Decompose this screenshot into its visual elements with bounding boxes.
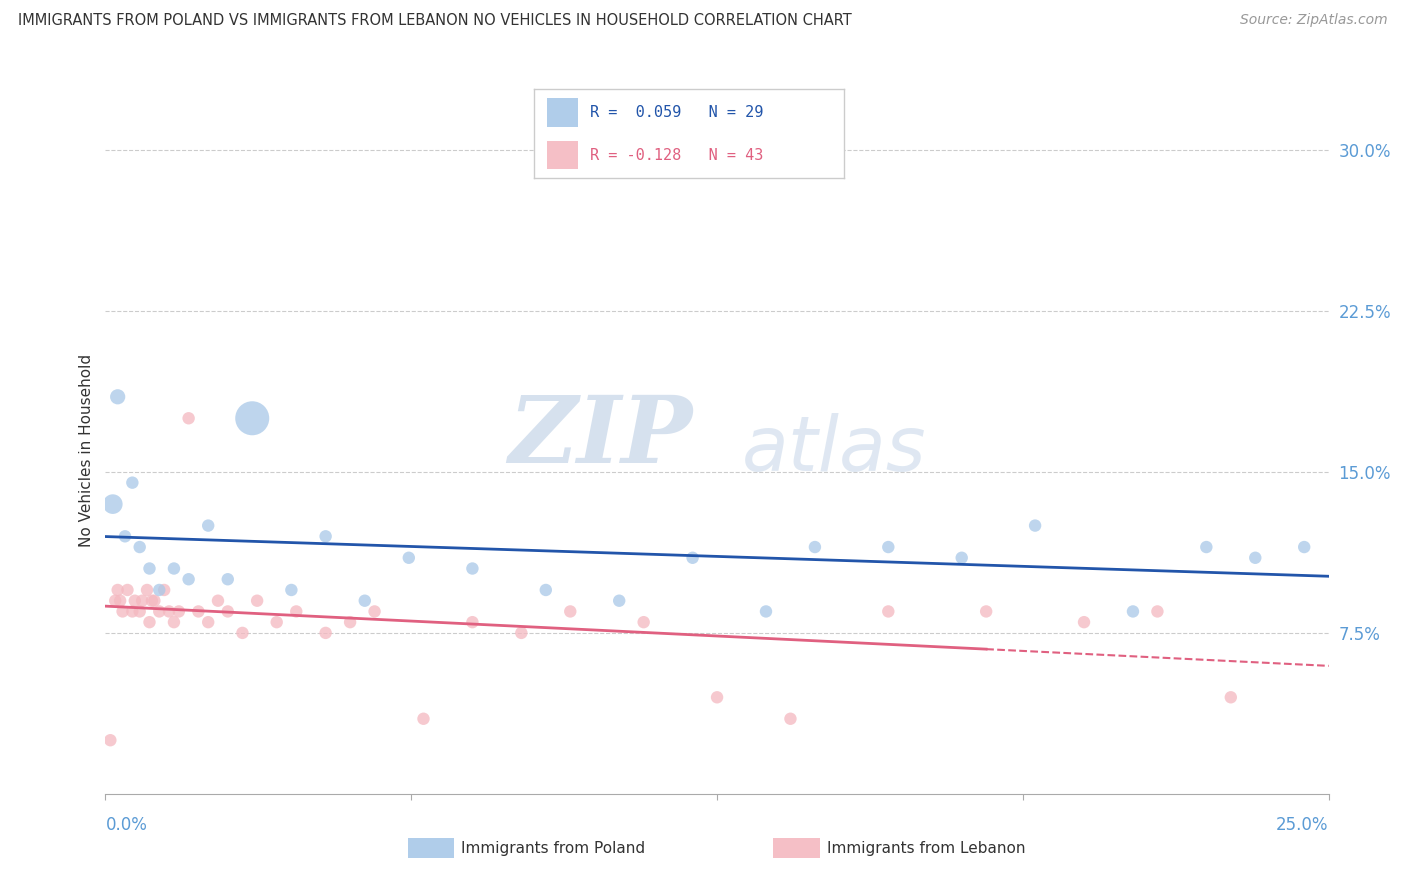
Point <box>187 604 209 618</box>
Point <box>682 550 704 565</box>
Point <box>779 712 801 726</box>
Point <box>461 561 484 575</box>
Point <box>633 615 655 630</box>
Point <box>98 733 121 747</box>
Point <box>114 529 136 543</box>
Point <box>167 604 190 618</box>
Point <box>138 561 160 575</box>
Point <box>148 582 170 597</box>
Point <box>363 604 385 618</box>
Point <box>117 582 139 597</box>
Point <box>877 540 900 554</box>
Point <box>131 593 153 607</box>
Text: Immigrants from Lebanon: Immigrants from Lebanon <box>827 841 1025 855</box>
Point <box>136 582 159 597</box>
Point <box>1122 604 1144 618</box>
Point <box>207 593 229 607</box>
Point <box>153 582 176 597</box>
Point <box>877 604 900 618</box>
Point <box>163 561 186 575</box>
Point <box>124 593 146 607</box>
Point <box>706 690 728 705</box>
Point <box>108 593 131 607</box>
Point <box>510 626 533 640</box>
Bar <box>547 98 578 127</box>
Point <box>138 615 160 630</box>
Point <box>177 411 200 425</box>
Point <box>240 411 263 425</box>
Point <box>398 550 420 565</box>
Point <box>128 540 150 554</box>
Point <box>107 582 129 597</box>
Point <box>353 593 375 607</box>
Point <box>285 604 308 618</box>
Point <box>1146 604 1168 618</box>
Point <box>607 593 630 607</box>
Point <box>315 529 337 543</box>
Point <box>121 604 143 618</box>
Point <box>128 604 150 618</box>
Point <box>246 593 269 607</box>
Point <box>163 615 186 630</box>
Text: atlas: atlas <box>741 414 927 487</box>
Point <box>143 593 166 607</box>
Point <box>217 572 239 586</box>
Point <box>177 572 200 586</box>
Point <box>231 626 253 640</box>
Text: Immigrants from Poland: Immigrants from Poland <box>461 841 645 855</box>
Text: Source: ZipAtlas.com: Source: ZipAtlas.com <box>1240 13 1388 28</box>
Point <box>1195 540 1218 554</box>
Point <box>101 497 124 511</box>
Point <box>266 615 288 630</box>
Y-axis label: No Vehicles in Household: No Vehicles in Household <box>79 354 94 547</box>
Point <box>339 615 361 630</box>
Point <box>804 540 827 554</box>
Point <box>560 604 582 618</box>
Text: 25.0%: 25.0% <box>1277 816 1329 834</box>
Text: 0.0%: 0.0% <box>105 816 148 834</box>
Point <box>755 604 778 618</box>
Point <box>280 582 302 597</box>
Point <box>148 604 170 618</box>
Point <box>107 390 129 404</box>
Point <box>1024 518 1046 533</box>
Point <box>534 582 557 597</box>
Point <box>1294 540 1316 554</box>
Point <box>315 626 337 640</box>
Point <box>1073 615 1095 630</box>
Point <box>412 712 434 726</box>
Point <box>974 604 997 618</box>
Point <box>1219 690 1241 705</box>
Point <box>104 593 127 607</box>
Bar <box>547 141 578 169</box>
Text: R =  0.059   N = 29: R = 0.059 N = 29 <box>591 105 763 120</box>
Text: ZIP: ZIP <box>509 392 693 482</box>
Text: R = -0.128   N = 43: R = -0.128 N = 43 <box>591 148 763 162</box>
Point <box>157 604 180 618</box>
Text: IMMIGRANTS FROM POLAND VS IMMIGRANTS FROM LEBANON NO VEHICLES IN HOUSEHOLD CORRE: IMMIGRANTS FROM POLAND VS IMMIGRANTS FRO… <box>18 13 852 29</box>
Point <box>950 550 973 565</box>
Point <box>461 615 484 630</box>
Point <box>217 604 239 618</box>
Point <box>141 593 163 607</box>
Point <box>197 615 219 630</box>
Point <box>111 604 134 618</box>
Point <box>197 518 219 533</box>
Point <box>121 475 143 490</box>
Point <box>1244 550 1267 565</box>
